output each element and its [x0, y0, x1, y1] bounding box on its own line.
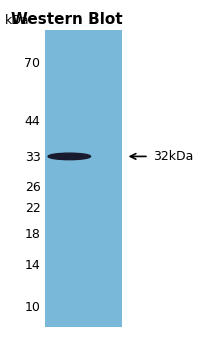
Text: Western Blot: Western Blot	[11, 12, 122, 27]
Text: 32kDa: 32kDa	[152, 150, 192, 163]
Ellipse shape	[48, 153, 90, 160]
Text: kDa: kDa	[5, 14, 30, 27]
